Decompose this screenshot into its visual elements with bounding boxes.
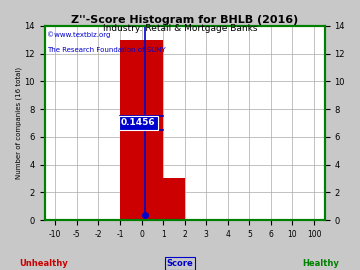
Text: Healthy: Healthy [302, 259, 339, 268]
Text: Score: Score [167, 259, 193, 268]
Bar [163, 178, 185, 220]
Text: ©www.textbiz.org: ©www.textbiz.org [47, 32, 111, 38]
Text: The Research Foundation of SUNY: The Research Foundation of SUNY [47, 47, 166, 53]
Title: Z''-Score Histogram for BHLB (2016): Z''-Score Histogram for BHLB (2016) [71, 15, 298, 25]
Text: 0.1456: 0.1456 [121, 119, 156, 127]
Y-axis label: Number of companies (16 total): Number of companies (16 total) [15, 67, 22, 179]
Bar [120, 40, 163, 220]
Text: Industry: Retail & Mortgage Banks: Industry: Retail & Mortgage Banks [103, 24, 257, 33]
Text: Unhealthy: Unhealthy [19, 259, 68, 268]
